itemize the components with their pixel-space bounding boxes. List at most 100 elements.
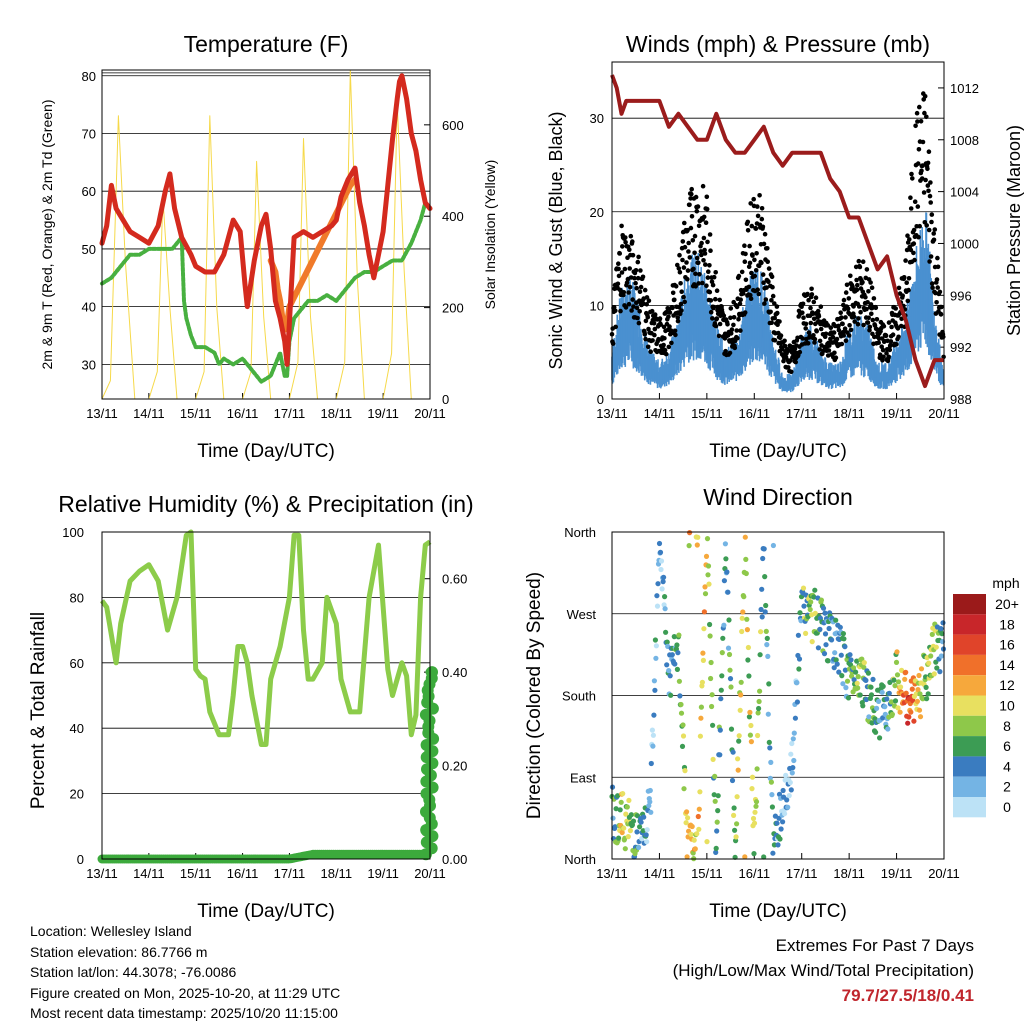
direction-point [851, 665, 857, 671]
direction-point [685, 815, 691, 821]
gust-point [883, 333, 889, 339]
gust-point [919, 168, 924, 174]
direction-point [794, 680, 800, 686]
direction-point [834, 661, 840, 667]
direction-point [678, 701, 684, 708]
location-text: Location: Wellesley Island [30, 923, 192, 939]
winds-y2label: Station Pressure (Maroon) [1004, 125, 1024, 336]
gust-point [805, 291, 810, 297]
gust-point [635, 315, 640, 321]
gust-point [865, 300, 870, 305]
gust-point [698, 249, 704, 254]
direction-point [826, 625, 832, 632]
gust-point [931, 237, 937, 243]
direction-point [658, 558, 665, 564]
direction-point [720, 635, 726, 641]
gust-point [777, 319, 782, 324]
direction-point [695, 534, 701, 540]
direction-point [657, 549, 664, 556]
direction-point [686, 543, 692, 549]
gust-point [906, 276, 912, 281]
gust-point [854, 287, 860, 293]
direction-point [782, 811, 788, 817]
direction-point [841, 636, 847, 642]
direction-ytick-label: West [567, 607, 597, 622]
gust-point [636, 320, 642, 326]
temperature-y2tick-label: 0 [442, 392, 449, 407]
gust-point [761, 280, 766, 286]
direction-point [836, 669, 842, 675]
gust-point [856, 304, 862, 309]
gust-point [732, 345, 738, 351]
humidity-title: Relative Humidity (%) & Precipitation (i… [58, 491, 473, 517]
direction-ytick-label: North [564, 852, 596, 867]
direction-point [694, 831, 700, 837]
temperature-xlabel: Time (Day/UTC) [197, 441, 335, 462]
gust-point [935, 285, 940, 290]
winds-series-sonic-wind [611, 212, 945, 393]
gust-point [661, 324, 667, 330]
direction-point [725, 589, 731, 595]
direction-point [650, 732, 657, 738]
direction-point [706, 581, 712, 587]
direction-point [649, 727, 656, 733]
gust-point [616, 273, 622, 279]
direction-point [916, 707, 923, 713]
gust-point [623, 305, 629, 310]
gust-point [836, 323, 841, 329]
gust-point [911, 227, 917, 233]
gust-point [938, 312, 944, 317]
gust-point [662, 347, 668, 353]
gust-point [678, 301, 684, 307]
gust-point [840, 321, 845, 327]
direction-point [643, 832, 649, 838]
gust-point [921, 190, 927, 195]
direction-point [873, 729, 879, 735]
direction-point [894, 672, 901, 678]
direction-point [769, 792, 775, 798]
direction-point [666, 668, 672, 674]
direction-point [891, 677, 897, 683]
humidity-ytick-label: 60 [70, 656, 84, 671]
direction-point [807, 606, 813, 613]
direction-point [668, 692, 674, 698]
gust-point [870, 317, 876, 323]
direction-point [616, 835, 622, 841]
gust-point [856, 316, 861, 321]
winds-frame [611, 61, 945, 400]
direction-point [808, 599, 814, 605]
gust-point [869, 311, 874, 317]
gust-point [630, 252, 636, 258]
gust-point [693, 194, 699, 200]
gust-point [828, 325, 834, 331]
gust-point [765, 259, 770, 265]
direction-point [704, 839, 710, 845]
direction-point [822, 610, 828, 616]
gust-point [731, 315, 737, 320]
winds-xtick-label: 14/11 [644, 406, 676, 421]
gust-point [728, 315, 733, 321]
gust-point [905, 298, 911, 304]
direction-point [739, 615, 745, 621]
gust-point [855, 282, 860, 288]
direction-point [652, 637, 659, 643]
gust-point [687, 202, 692, 208]
gust-point [805, 341, 811, 346]
created-text: Figure created on Mon, 2025-10-20, at 11… [30, 984, 341, 1001]
direction-point [687, 530, 693, 536]
direction-xtick-label: 15/11 [691, 866, 723, 881]
gust-point [860, 259, 866, 265]
gust-point [713, 296, 718, 302]
direction-point [845, 695, 852, 701]
direction-point [821, 651, 828, 657]
gust-point [800, 301, 806, 307]
gust-point [640, 274, 646, 280]
gust-point [629, 308, 634, 313]
gust-point [925, 183, 931, 188]
direction-point [938, 653, 945, 659]
direction-point [929, 631, 935, 638]
gust-point [855, 321, 861, 327]
direction-point [734, 821, 740, 827]
recent-text: Most recent data timestamp: 2025/10/20 1… [30, 1005, 338, 1021]
gust-point [616, 266, 621, 272]
